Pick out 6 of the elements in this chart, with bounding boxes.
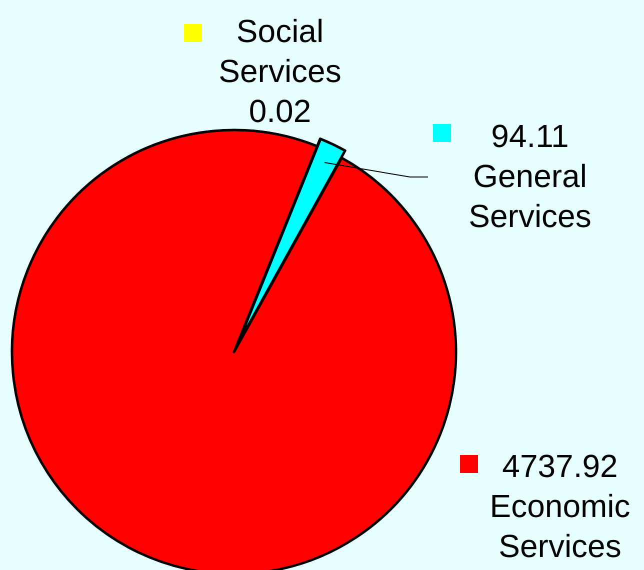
data-label: 94.11: [491, 118, 569, 154]
data-label: 4737.92: [502, 448, 618, 484]
legend-label: Social Services: [218, 13, 342, 89]
legend-label: General Services: [468, 158, 592, 234]
slice-label: Economic Services: [490, 488, 630, 564]
data-label: 0.02: [248, 93, 312, 129]
